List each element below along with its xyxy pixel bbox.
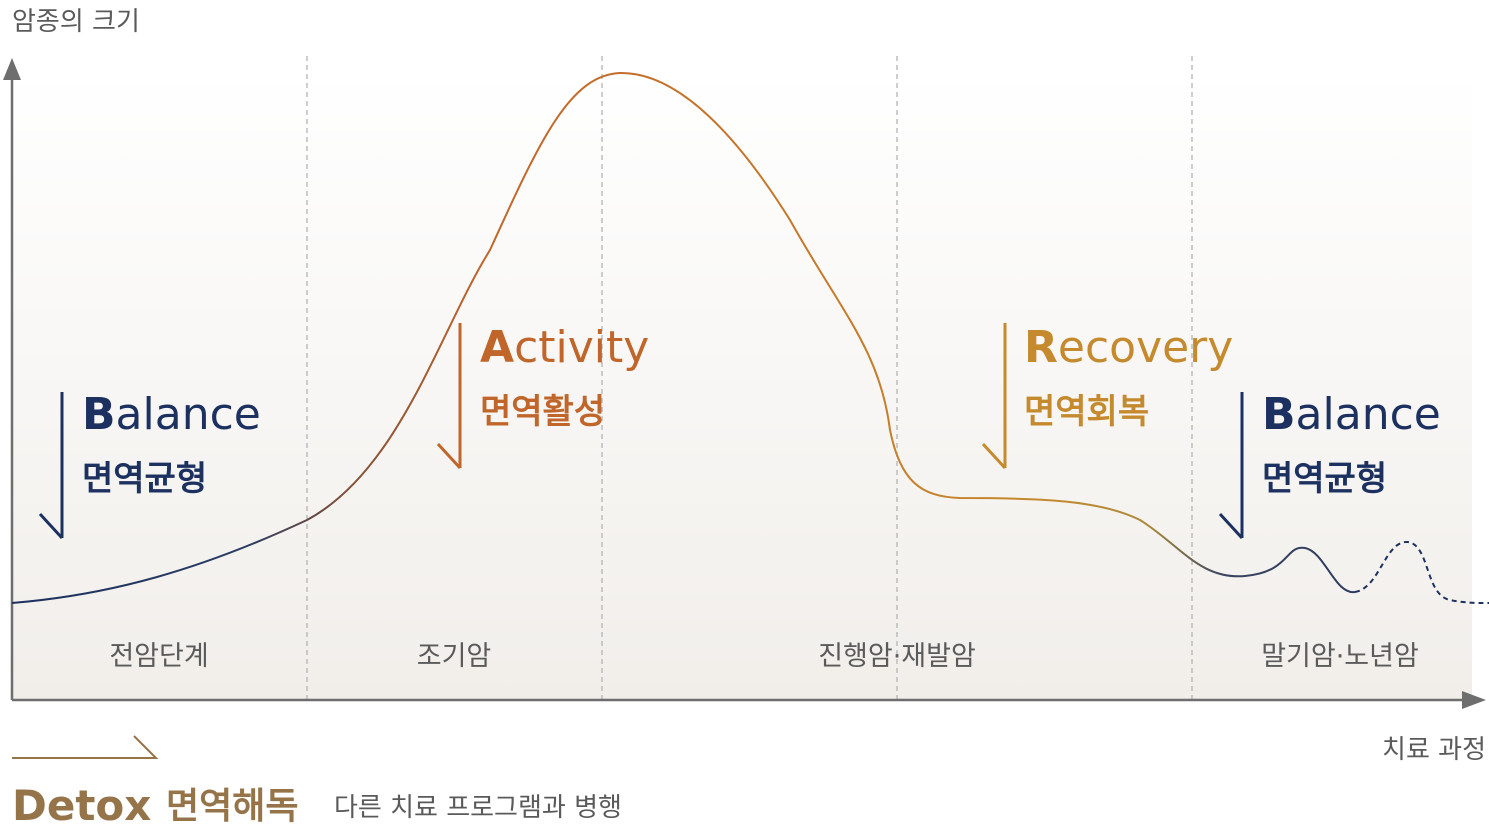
right-arrow-icon bbox=[12, 735, 159, 759]
y-axis-arrow-icon bbox=[3, 58, 21, 80]
detox-title-en: Detox bbox=[12, 781, 151, 830]
phase-title-rest: alance bbox=[1296, 389, 1441, 440]
phase-title: Recovery bbox=[1024, 322, 1233, 373]
down-arrow-icon bbox=[38, 392, 64, 540]
tumor-size-curve-projection bbox=[1354, 540, 1489, 604]
detox-description: 다른 치료 프로그램과 병행 bbox=[334, 793, 622, 823]
phase-title: Balance bbox=[1262, 389, 1441, 440]
stage-label-advanced: 진행암·재발암 bbox=[818, 641, 976, 672]
phase-korean: 면역활성 bbox=[480, 392, 605, 432]
phase-title: Balance bbox=[82, 389, 261, 440]
x-axis-label: 치료 과정 bbox=[1382, 735, 1486, 765]
phase-initial: B bbox=[82, 389, 116, 440]
phase-recovery: Recovery 면역회복 bbox=[981, 322, 1233, 470]
stage-label-terminal: 말기암·노년암 bbox=[1261, 641, 1419, 672]
down-arrow-icon bbox=[436, 323, 462, 470]
stage-label-precancer: 전암단계 bbox=[109, 641, 208, 672]
phase-title-rest: ecovery bbox=[1058, 322, 1233, 373]
tumor-size-curve bbox=[11, 71, 1356, 604]
detox-legend: Detox 면역해독 다른 치료 프로그램과 병행 bbox=[12, 735, 622, 830]
stage-label-early: 조기암 bbox=[417, 641, 492, 672]
x-axis-arrow-icon bbox=[1462, 691, 1486, 709]
plot-background bbox=[12, 70, 1472, 700]
stage-labels: 전암단계 조기암 진행암·재발암 말기암·노년암 bbox=[109, 641, 1419, 672]
phase-initial: B bbox=[1262, 389, 1296, 440]
detox-title-ko: 면역해독 bbox=[166, 786, 298, 827]
phase-title: Activity bbox=[480, 322, 649, 373]
phase-balance-1: Balance 면역균형 bbox=[38, 389, 261, 540]
phase-balance-2: Balance 면역균형 bbox=[1218, 389, 1441, 540]
axes bbox=[3, 58, 1486, 709]
phase-korean: 면역균형 bbox=[82, 459, 207, 499]
phase-korean: 면역균형 bbox=[1262, 459, 1387, 499]
phase-initial: R bbox=[1024, 322, 1058, 373]
down-arrow-icon bbox=[981, 323, 1007, 470]
y-axis-label: 암종의 크기 bbox=[12, 7, 140, 37]
down-arrow-icon bbox=[1218, 392, 1244, 540]
phase-title-rest: ctivity bbox=[514, 322, 649, 373]
phase-title-rest: alance bbox=[116, 389, 261, 440]
phase-korean: 면역회복 bbox=[1024, 392, 1149, 432]
phase-activity: Activity 면역활성 bbox=[436, 322, 649, 470]
phase-initial: A bbox=[480, 322, 514, 373]
